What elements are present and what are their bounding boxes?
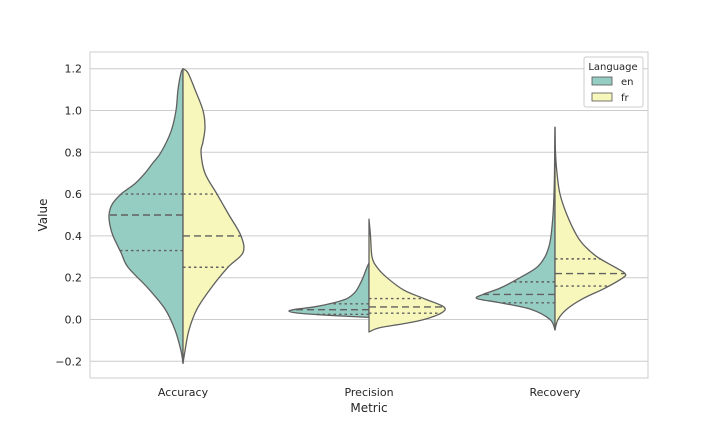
y-axis-label: Value	[36, 199, 50, 232]
y-tick-label: 1.2	[65, 63, 83, 76]
x-tick-labels: Accuracy Precision Recovery	[158, 386, 581, 399]
legend-label-en: en	[621, 77, 634, 88]
x-tick-label: Precision	[344, 386, 393, 399]
y-tick-labels: −0.2 0.0 0.2 0.4 0.6 0.8 1.0 1.2	[55, 63, 82, 369]
y-tick-label: −0.2	[55, 355, 82, 368]
x-axis-label: Metric	[350, 401, 387, 415]
legend-swatch-en	[591, 76, 613, 86]
y-tick-label: 0.0	[65, 313, 83, 326]
violin-fr-recovery	[554, 126, 627, 331]
x-tick-label: Recovery	[529, 386, 580, 399]
legend-label-fr: fr	[621, 93, 630, 104]
legend: Language en fr	[583, 56, 644, 108]
y-tick-label: 0.6	[65, 188, 83, 201]
violin-fr-accuracy	[182, 68, 245, 365]
violins	[108, 68, 627, 365]
violin-en-accuracy	[108, 68, 184, 365]
y-tick-label: 0.8	[65, 146, 83, 159]
y-tick-label: 0.4	[65, 230, 83, 243]
legend-title: Language	[588, 62, 637, 73]
legend-swatch-fr	[591, 92, 613, 102]
x-tick-label: Accuracy	[158, 386, 209, 399]
y-tick-label: 0.2	[65, 272, 83, 285]
violin-fr-precision	[368, 218, 446, 333]
violin-en-precision	[288, 262, 370, 319]
y-tick-label: 1.0	[65, 105, 83, 118]
violin-en-recovery	[475, 126, 556, 331]
